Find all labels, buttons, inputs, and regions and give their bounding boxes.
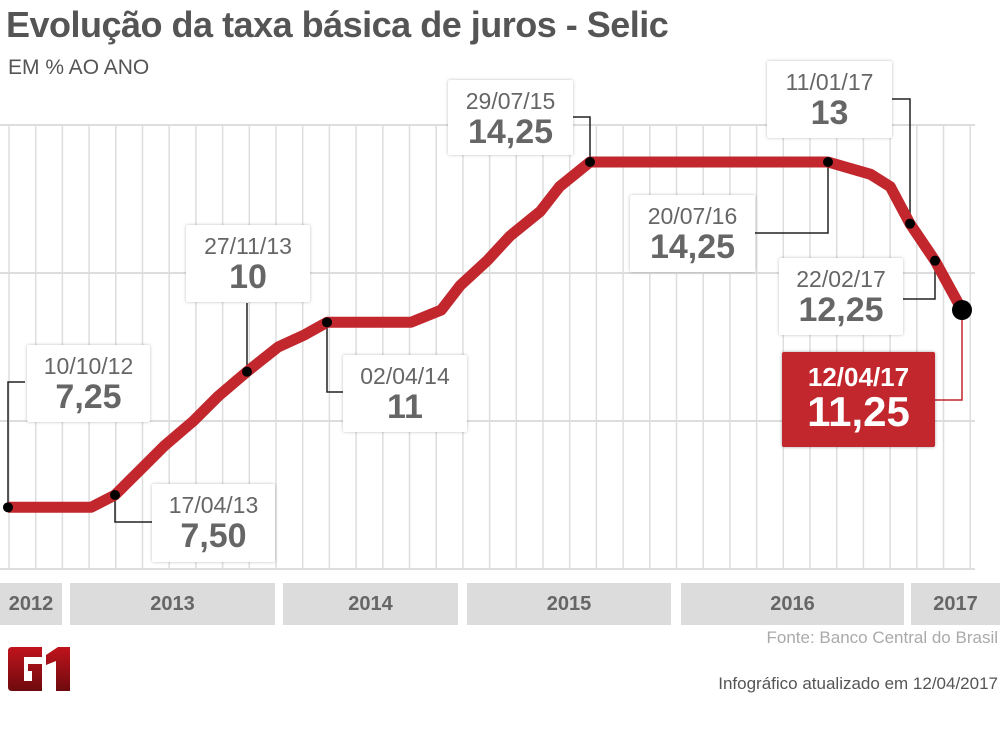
callout-29-07-15: 29/07/15 14,25 — [448, 80, 573, 155]
x-tick-2012: 2012 — [0, 583, 62, 625]
callout-20-07-16: 20/07/16 14,25 — [630, 195, 755, 272]
callout-value: 14,25 — [649, 228, 736, 266]
callout-value: 12,25 — [798, 291, 884, 329]
data-points — [3, 157, 972, 513]
callout-02-04-14: 02/04/14 11 — [343, 355, 467, 432]
callout-date: 20/07/16 — [647, 203, 738, 229]
callout-value: 7,25 — [55, 378, 122, 416]
callout-date: 29/07/15 — [465, 88, 556, 114]
callout-date: 27/11/13 — [204, 233, 292, 259]
callout-date: 11/01/17 — [785, 69, 874, 95]
leader-line — [935, 310, 963, 401]
leader-line — [892, 98, 911, 224]
data-point — [905, 218, 915, 229]
data-point — [3, 502, 13, 513]
callout-date: 17/04/13 — [168, 492, 259, 518]
x-tick-2014: 2014 — [283, 583, 458, 625]
callout-22-02-17: 22/02/17 12,25 — [779, 258, 903, 335]
data-point — [110, 490, 120, 500]
callout-value: 10 — [229, 258, 267, 296]
callout-date: 02/04/14 — [360, 363, 450, 389]
current-point — [952, 300, 972, 320]
callout-value: 14,25 — [467, 113, 554, 151]
leader-line — [114, 495, 152, 523]
callout-date: 22/02/17 — [796, 266, 886, 292]
data-point — [242, 366, 252, 377]
x-tick-2015: 2015 — [467, 583, 671, 625]
data-point — [823, 157, 833, 167]
data-point — [322, 317, 332, 328]
chart-title: Evolução da taxa básica de juros - Selic — [6, 4, 669, 45]
data-point — [585, 157, 595, 167]
x-tick-2013: 2013 — [70, 583, 275, 625]
updated-note: Infográfico atualizado em 12/04/2017 — [718, 674, 998, 693]
data-point — [930, 255, 940, 266]
x-tick-2017: 2017 — [911, 583, 1000, 625]
leader-line — [326, 322, 343, 393]
leader-line — [903, 260, 936, 300]
callout-value: 13 — [810, 94, 849, 132]
callout-12-04-17-current: 12/04/17 11,25 — [782, 352, 935, 447]
callout-value: 11 — [387, 388, 423, 426]
callout-date: 10/10/12 — [43, 353, 134, 379]
callout-value: 11,25 — [807, 388, 910, 435]
x-tick-2016: 2016 — [681, 583, 904, 625]
chart-subtitle: EM % AO ANO — [8, 56, 150, 79]
source-note: Fonte: Banco Central do Brasil — [766, 628, 998, 647]
g1-logo — [8, 647, 72, 696]
leader-line — [573, 116, 591, 162]
callout-11-01-17: 11/01/17 13 — [767, 61, 892, 138]
callout-27-11-13: 27/11/13 10 — [186, 225, 310, 302]
selic-line — [8, 156, 967, 513]
leader-line — [7, 381, 25, 508]
callout-leaders — [7, 98, 963, 523]
leader-line — [755, 162, 829, 234]
callout-date: 12/04/17 — [807, 362, 910, 392]
callout-10-10-12: 10/10/12 7,25 — [27, 345, 150, 422]
callout-value: 7,50 — [180, 517, 247, 555]
callout-17-04-13: 17/04/13 7,50 — [152, 484, 275, 562]
